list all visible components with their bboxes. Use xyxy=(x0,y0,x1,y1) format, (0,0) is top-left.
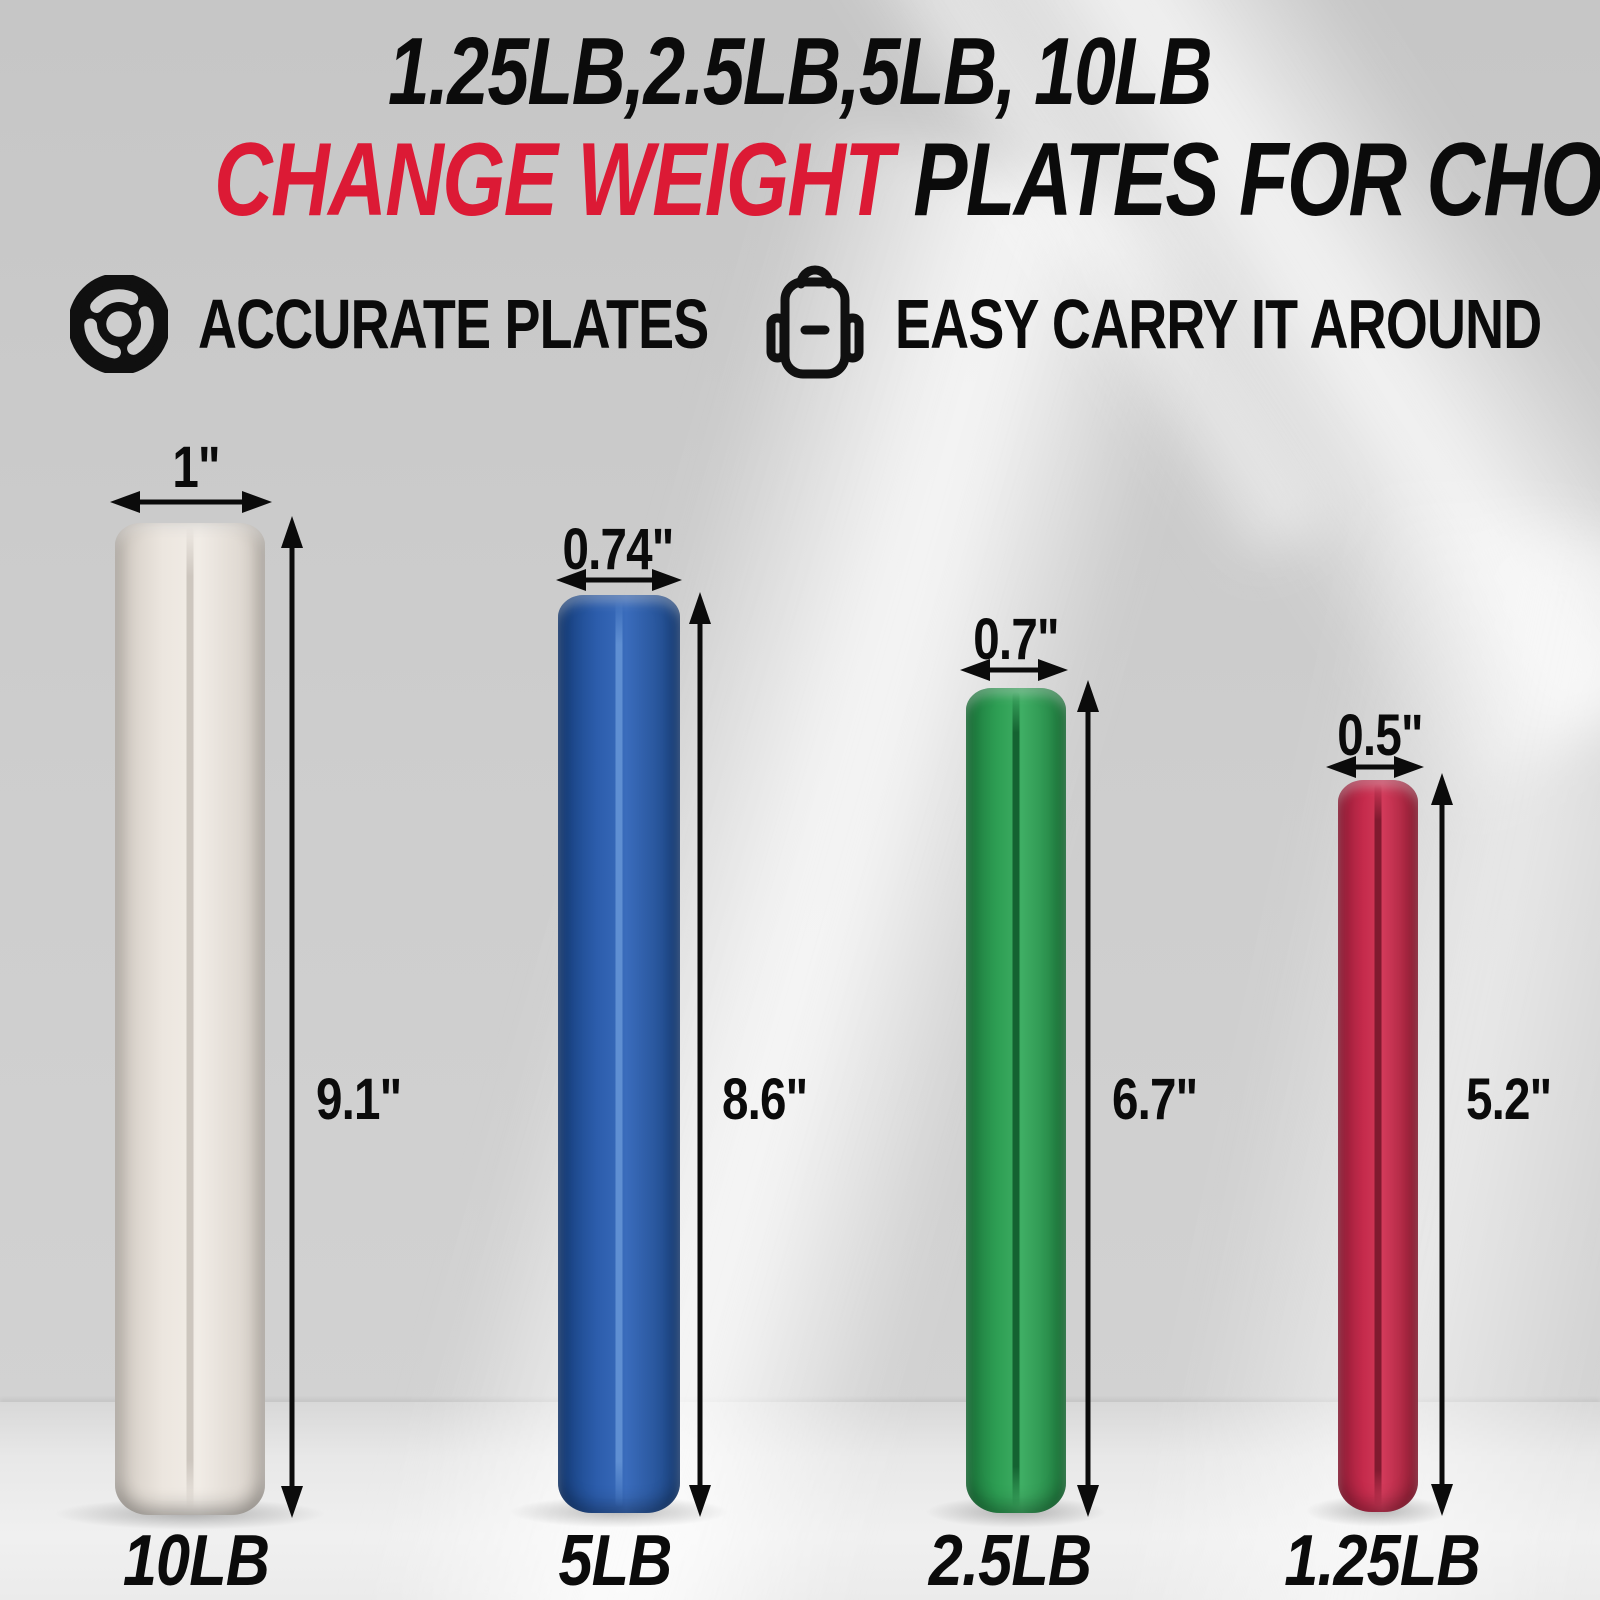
plate-10lb-width-arrow xyxy=(110,488,272,516)
title-line1-text: 1.25LB,2.5LB,5LB, 10LB xyxy=(388,18,1213,125)
plate-5lb-height-arrow xyxy=(686,592,714,1517)
backpack-icon xyxy=(765,258,865,390)
feature-easy-carry: EASY CARRY IT AROUND xyxy=(765,258,1600,390)
plate-5lb-diameter-label: 8.6" xyxy=(722,1067,808,1132)
plate-10lb xyxy=(115,523,265,1515)
plate-2-5lb-diameter-label: 6.7" xyxy=(1112,1067,1198,1132)
title-line1: 1.25LB,2.5LB,5LB, 10LB xyxy=(0,24,1600,120)
plate-10lb-seam xyxy=(186,527,194,1509)
plate-1-25lb-height-arrow xyxy=(1428,773,1456,1516)
plate-2-5lb xyxy=(966,688,1066,1513)
plate-2-5lb-thickness-label: 0.7" xyxy=(973,607,1059,672)
plate-2-5lb-weight-label: 2.5LB xyxy=(928,1521,1092,1600)
plate-1-25lb-thickness-label: 0.5" xyxy=(1337,703,1423,768)
plate-1-25lb xyxy=(1338,780,1418,1512)
plate-5lb xyxy=(558,595,680,1513)
weight-plate-icon xyxy=(70,275,168,373)
plate-10lb-thickness-label: 1" xyxy=(172,435,220,500)
plate-10lb-diameter-label: 9.1" xyxy=(316,1067,402,1132)
plate-1-25lb-diameter-label: 5.2" xyxy=(1466,1067,1552,1132)
feature-label-carry: EASY CARRY IT AROUND xyxy=(895,285,1542,363)
plate-10lb-height-arrow xyxy=(278,516,306,1518)
plate-2-5lb-seam xyxy=(1012,692,1020,1507)
plate-1-25lb-seam xyxy=(1374,784,1382,1506)
plate-5lb-thickness-label: 0.74" xyxy=(562,517,674,582)
header: 1.25LB,2.5LB,5LB, 10LB CHANGE WEIGHT PLA… xyxy=(0,24,1600,233)
title-line2: CHANGE WEIGHT PLATES FOR CHOICE xyxy=(0,128,1600,232)
plate-5lb-weight-label: 5LB xyxy=(558,1521,672,1600)
plate-5lb-seam xyxy=(615,599,623,1507)
title-line2-rest: PLATES FOR CHOICE xyxy=(913,122,1600,238)
feature-accurate-plates: ACCURATE PLATES xyxy=(70,258,861,390)
plate-2-5lb-height-arrow xyxy=(1074,680,1102,1517)
plate-10lb-weight-label: 10LB xyxy=(122,1521,270,1600)
plate-1-25lb-weight-label: 1.25LB xyxy=(1284,1521,1480,1600)
title-line2-red: CHANGE WEIGHT xyxy=(214,122,894,238)
feature-label-accurate: ACCURATE PLATES xyxy=(198,285,709,363)
